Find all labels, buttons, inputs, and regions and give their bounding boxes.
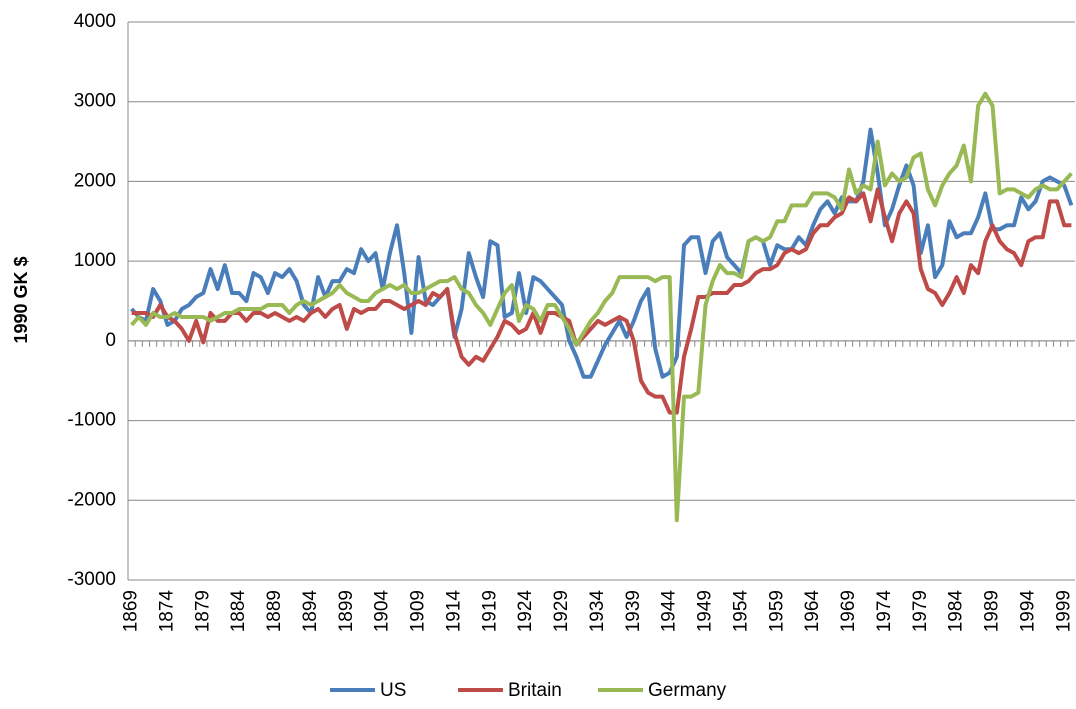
x-tick-label: 1994 [1017, 590, 1038, 633]
data-line [130, 91, 1073, 523]
x-tick-label: 1934 [587, 590, 608, 633]
x-tick-label: 1969 [838, 590, 859, 632]
x-tick-label: 1959 [766, 590, 787, 632]
y-tick-label: 1000 [74, 250, 116, 271]
x-tick-label: 1964 [802, 590, 823, 633]
x-tick-label: 1899 [336, 590, 357, 632]
x-tick-label: 1944 [659, 590, 680, 633]
x-tick-label: 1894 [300, 590, 321, 633]
x-tick-label: 1974 [874, 590, 895, 633]
y-tick-label: 4000 [74, 11, 116, 32]
x-tick-label: 1919 [479, 590, 500, 632]
x-tick-label: 1929 [551, 590, 572, 632]
x-tick-label: 1999 [1053, 590, 1074, 632]
data-line [131, 187, 1072, 415]
x-tick-label: 1874 [156, 590, 177, 633]
x-tick-label: 1884 [228, 590, 249, 633]
legend-label: Germany [648, 680, 727, 701]
y-tick-label: 3000 [74, 91, 116, 112]
x-tick-label: 1939 [623, 590, 644, 632]
y-tick-label: -2000 [67, 489, 116, 510]
legend-label: Britain [508, 680, 562, 701]
x-tick-label: 1914 [443, 590, 464, 633]
y-tick-label: -1000 [67, 410, 116, 431]
x-tick-label: 1889 [264, 590, 285, 632]
x-tick-label: 1984 [946, 590, 967, 633]
y-axis-label: 1990 GK $ [11, 256, 31, 343]
x-tick-label: 1924 [515, 590, 536, 633]
x-tick-label: 1909 [408, 590, 429, 632]
y-tick-label: 2000 [74, 170, 116, 191]
y-tick-label: -3000 [67, 569, 116, 590]
y-tick-label: 0 [105, 330, 116, 351]
legend-label: US [380, 680, 406, 701]
x-tick-label: 1904 [372, 590, 393, 633]
data-line [130, 127, 1074, 379]
x-tick-label: 1879 [192, 590, 213, 632]
x-tick-label: 1949 [695, 590, 716, 632]
x-tick-label: 1979 [910, 590, 931, 632]
x-tick-label: 1869 [121, 590, 142, 632]
x-tick-label: 1989 [982, 590, 1003, 632]
x-tick-label: 1954 [730, 590, 751, 633]
